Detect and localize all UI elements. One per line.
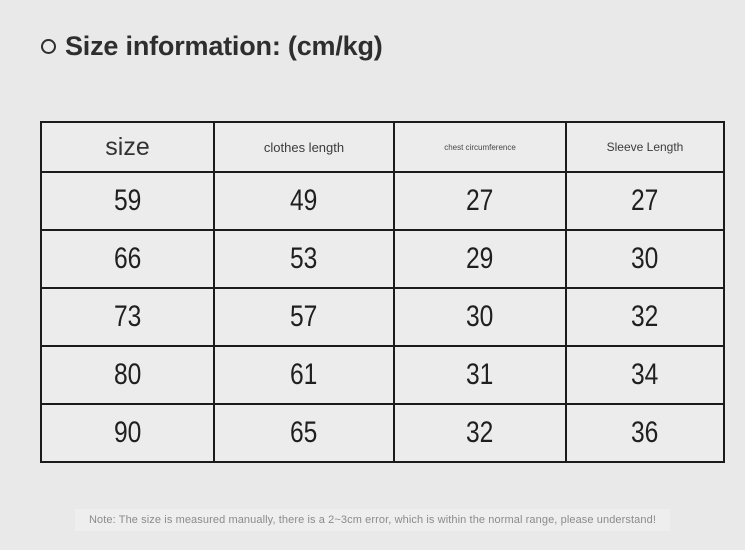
cell-value: 59	[113, 184, 142, 217]
cell-value: 57	[290, 300, 318, 333]
cell-sleeve-length: 27	[565, 171, 725, 231]
cell-size: 73	[40, 287, 215, 347]
cell-size: 66	[40, 229, 215, 289]
cell-sleeve-length: 34	[565, 345, 725, 405]
section-title: Size information: (cm/kg)	[65, 31, 383, 61]
size-table-header-row: size clothes length chest circumference …	[40, 121, 725, 173]
cell-chest-circumference: 27	[393, 171, 567, 231]
cell-size: 59	[40, 171, 215, 231]
size-table: size clothes length chest circumference …	[40, 121, 725, 463]
cell-value: 30	[631, 242, 659, 275]
cell-chest-circumference: 30	[393, 287, 567, 347]
cell-chest-circumference: 31	[393, 345, 567, 405]
cell-value: 66	[113, 242, 142, 275]
column-header-chest-circumference: chest circumference	[393, 121, 567, 173]
cell-value: 80	[113, 358, 142, 391]
cell-sleeve-length: 36	[565, 403, 725, 463]
cell-value: 27	[631, 184, 659, 217]
cell-value: 29	[466, 242, 494, 275]
cell-value: 90	[113, 416, 142, 449]
circle-outline-icon	[41, 39, 56, 54]
cell-value: 73	[113, 300, 142, 333]
cell-value: 32	[466, 416, 494, 449]
table-row: 80 61 31 34	[40, 345, 725, 405]
column-header-size: size	[40, 121, 215, 173]
cell-value: 61	[290, 358, 318, 391]
cell-clothes-length: 57	[213, 287, 395, 347]
cell-value: 34	[631, 358, 659, 391]
column-header-sleeve-length: Sleeve Length	[565, 121, 725, 173]
measurement-note-text: Note: The size is measured manually, the…	[75, 509, 670, 531]
column-header-clothes-length: clothes length	[213, 121, 395, 173]
cell-value: 30	[466, 300, 494, 333]
table-row: 73 57 30 32	[40, 287, 725, 347]
cell-size: 80	[40, 345, 215, 405]
cell-sleeve-length: 32	[565, 287, 725, 347]
cell-clothes-length: 53	[213, 229, 395, 289]
table-row: 66 53 29 30	[40, 229, 725, 289]
cell-sleeve-length: 30	[565, 229, 725, 289]
cell-size: 90	[40, 403, 215, 463]
measurement-note: Note: The size is measured manually, the…	[0, 509, 745, 531]
section-header: Size information: (cm/kg)	[41, 31, 383, 62]
cell-value: 36	[631, 416, 659, 449]
cell-value: 53	[290, 242, 318, 275]
cell-value: 49	[290, 184, 318, 217]
cell-value: 65	[290, 416, 318, 449]
cell-chest-circumference: 32	[393, 403, 567, 463]
cell-clothes-length: 61	[213, 345, 395, 405]
cell-value: 32	[631, 300, 659, 333]
cell-value: 27	[466, 184, 494, 217]
cell-value: 31	[466, 358, 494, 391]
cell-chest-circumference: 29	[393, 229, 567, 289]
table-row: 90 65 32 36	[40, 403, 725, 463]
cell-clothes-length: 49	[213, 171, 395, 231]
table-row: 59 49 27 27	[40, 171, 725, 231]
cell-clothes-length: 65	[213, 403, 395, 463]
